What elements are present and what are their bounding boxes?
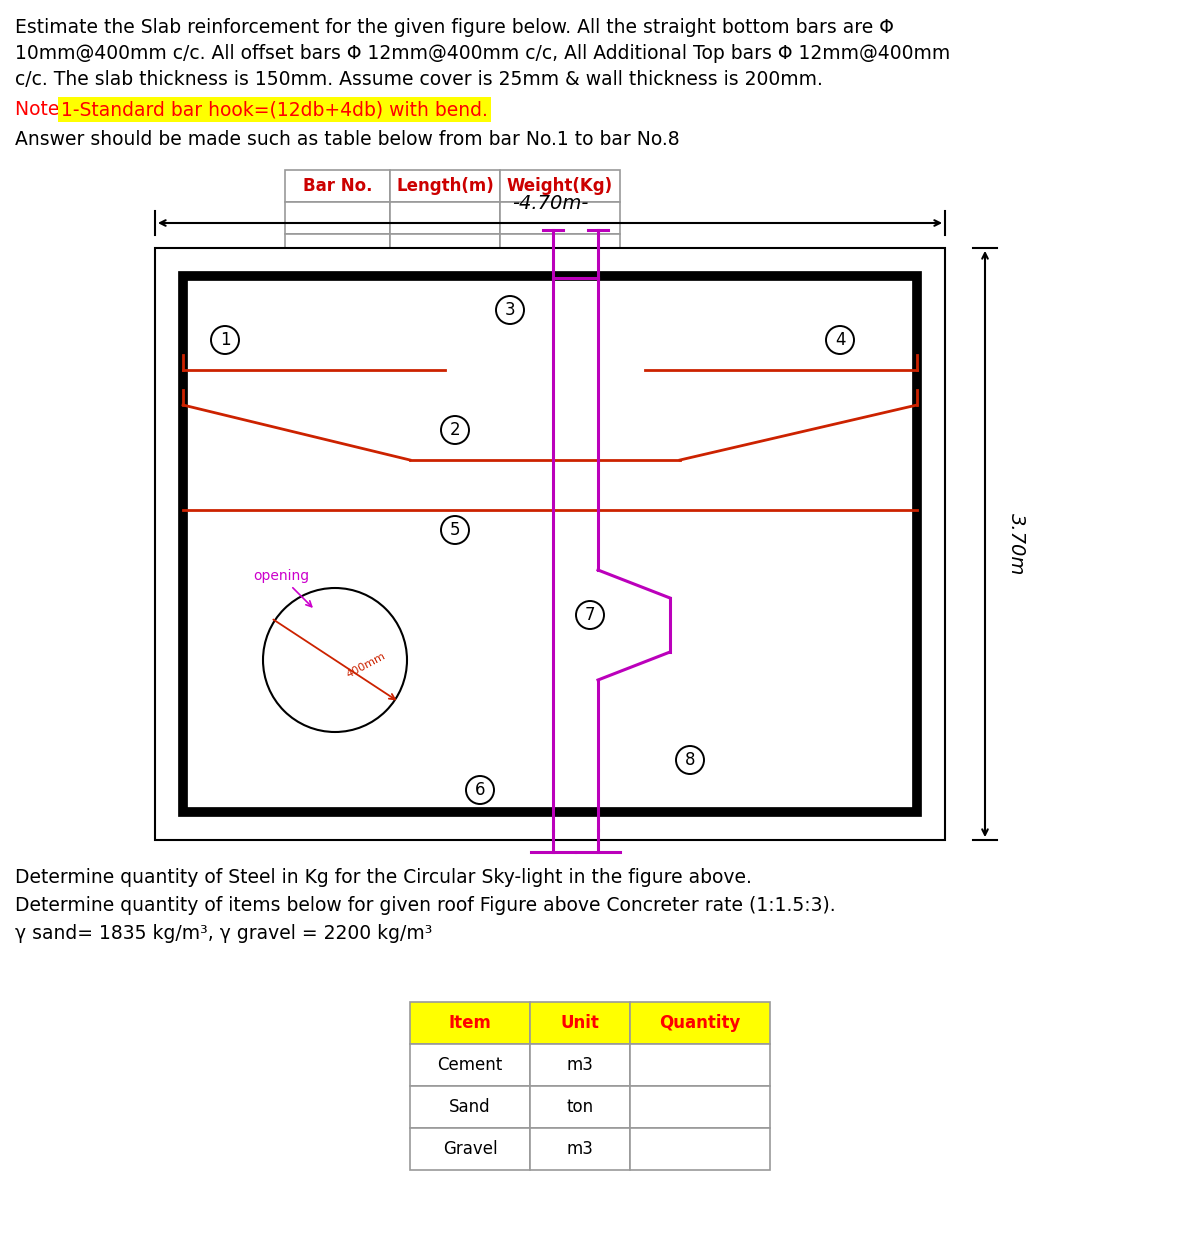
Text: Cement: Cement <box>437 1056 503 1073</box>
Bar <box>500 234 620 266</box>
Text: m3: m3 <box>566 1140 594 1157</box>
Text: 4: 4 <box>835 331 845 349</box>
Bar <box>155 248 946 840</box>
Bar <box>530 1045 630 1086</box>
Text: Weight(Kg): Weight(Kg) <box>506 177 613 196</box>
Text: 5: 5 <box>450 520 461 539</box>
Text: 10mm@400mm c/c. All offset bars Φ 12mm@400mm c/c, All Additional Top bars Φ 12mm: 10mm@400mm c/c. All offset bars Φ 12mm@4… <box>14 44 950 63</box>
Bar <box>630 1086 770 1129</box>
Text: Estimate the Slab reinforcement for the given figure below. All the straight bot: Estimate the Slab reinforcement for the … <box>14 18 894 38</box>
Text: m3: m3 <box>566 1056 594 1073</box>
Text: ton: ton <box>566 1099 594 1116</box>
Bar <box>410 1002 530 1045</box>
Text: Quantity: Quantity <box>659 1014 740 1032</box>
Bar <box>286 171 390 202</box>
Text: 7: 7 <box>584 606 595 624</box>
Text: Item: Item <box>449 1014 492 1032</box>
Bar <box>410 1086 530 1129</box>
Bar <box>390 234 500 266</box>
Bar <box>286 202 390 234</box>
Text: Determine quantity of items below for given roof Figure above Concreter rate (1:: Determine quantity of items below for gi… <box>14 897 835 915</box>
Text: Note:: Note: <box>14 100 72 119</box>
Bar <box>630 1129 770 1170</box>
Text: opening: opening <box>253 569 312 607</box>
Text: Determine quantity of Steel in Kg for the Circular Sky-light in the figure above: Determine quantity of Steel in Kg for th… <box>14 868 752 887</box>
Text: Bar No.: Bar No. <box>302 177 372 196</box>
Text: Unit: Unit <box>560 1014 600 1032</box>
Text: 8: 8 <box>685 751 695 769</box>
Text: 1: 1 <box>220 331 230 349</box>
Text: Length(m): Length(m) <box>396 177 494 196</box>
Text: 3: 3 <box>505 301 515 319</box>
Bar <box>530 1002 630 1045</box>
Bar <box>390 171 500 202</box>
Bar <box>530 1129 630 1170</box>
Bar <box>410 1129 530 1170</box>
Text: 3.70m: 3.70m <box>1007 513 1026 576</box>
Bar <box>390 202 500 234</box>
Text: γ sand= 1835 kg/m³, γ gravel = 2200 kg/m³: γ sand= 1835 kg/m³, γ gravel = 2200 kg/m… <box>14 924 432 943</box>
Text: -4.70m-: -4.70m- <box>512 194 588 213</box>
Text: 400mm: 400mm <box>346 651 388 680</box>
Bar <box>500 171 620 202</box>
Text: Sand: Sand <box>449 1099 491 1116</box>
Text: Answer should be made such as table below from bar No.1 to bar No.8: Answer should be made such as table belo… <box>14 130 679 149</box>
Bar <box>410 1045 530 1086</box>
Text: 2: 2 <box>450 421 461 439</box>
Text: c/c. The slab thickness is 150mm. Assume cover is 25mm & wall thickness is 200mm: c/c. The slab thickness is 150mm. Assume… <box>14 70 823 89</box>
Text: 1-Standard bar hook=(12db+4db) with bend.: 1-Standard bar hook=(12db+4db) with bend… <box>61 100 488 119</box>
Text: Gravel: Gravel <box>443 1140 497 1157</box>
Bar <box>500 202 620 234</box>
Text: 6: 6 <box>475 781 485 799</box>
Bar <box>182 276 917 813</box>
Bar <box>530 1086 630 1129</box>
Bar <box>630 1045 770 1086</box>
Bar <box>630 1002 770 1045</box>
Bar <box>286 234 390 266</box>
